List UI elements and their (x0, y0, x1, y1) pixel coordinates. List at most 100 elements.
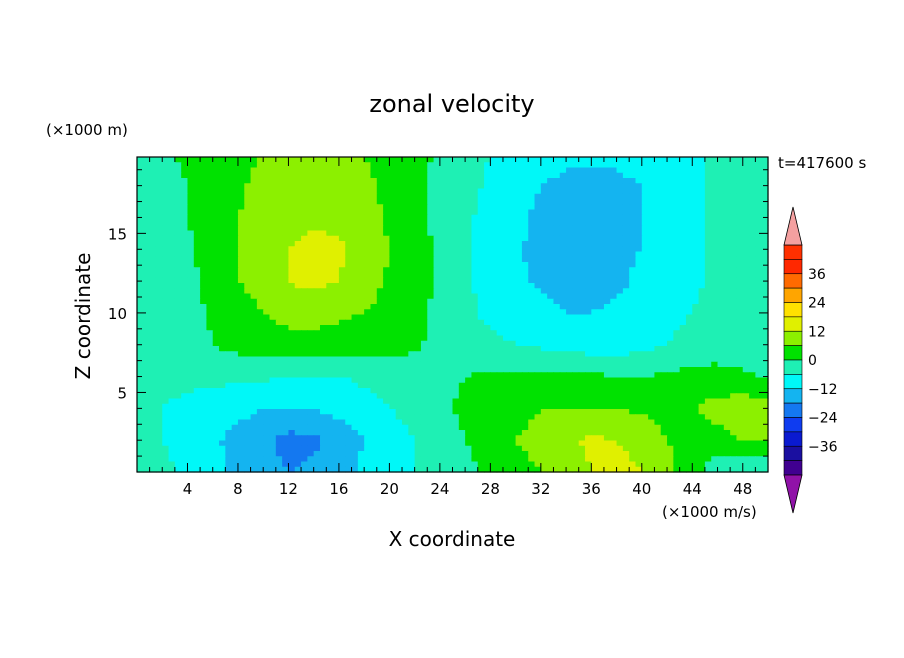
field-cell (357, 167, 365, 174)
field-cell (181, 388, 189, 394)
field-cell (673, 304, 681, 310)
field-cell (509, 377, 517, 384)
field-cell (490, 267, 498, 274)
field-cell (717, 325, 725, 331)
field-cell (572, 403, 580, 410)
field-cell (496, 414, 504, 421)
field-cell (610, 414, 618, 421)
field-cell (193, 193, 201, 200)
field-cell (761, 319, 769, 326)
field-cell (471, 414, 479, 421)
field-cell (553, 188, 561, 195)
field-cell (231, 241, 239, 247)
field-cell (610, 209, 618, 216)
field-cell (723, 367, 731, 373)
field-cell (143, 188, 151, 195)
field-cell (603, 388, 611, 394)
field-cell (307, 293, 315, 300)
field-cell (439, 188, 447, 195)
field-cell (427, 335, 435, 342)
field-cell (357, 293, 365, 300)
field-cell (206, 351, 214, 358)
field-cell (477, 246, 485, 253)
field-cell (515, 330, 523, 337)
field-cell (282, 214, 290, 221)
field-cell (736, 398, 744, 405)
field-cell (736, 393, 744, 400)
field-cell (616, 309, 624, 316)
field-cell (420, 393, 428, 400)
field-cell (761, 288, 769, 295)
field-cell (345, 262, 353, 268)
field-cell (206, 325, 214, 331)
field-cell (597, 246, 605, 253)
field-cell (326, 272, 334, 279)
field-cell (345, 172, 353, 179)
field-cell (761, 335, 769, 342)
field-cell (187, 214, 195, 221)
field-cell (168, 172, 176, 179)
field-cell (553, 409, 561, 415)
field-cell (629, 288, 637, 295)
field-cell (736, 325, 744, 331)
field-cell (490, 293, 498, 300)
field-cell (515, 356, 523, 363)
field-cell (761, 162, 769, 169)
field-cell (755, 241, 763, 247)
field-cell (749, 230, 756, 237)
field-cell (174, 262, 182, 268)
field-cell (534, 293, 542, 300)
field-cell (326, 414, 334, 421)
field-cell (244, 204, 252, 211)
field-cell (673, 340, 681, 347)
field-cell (376, 167, 384, 174)
field-cell (225, 277, 233, 284)
field-cell (559, 220, 567, 226)
field-cell (458, 256, 466, 263)
field-cell (502, 209, 510, 216)
field-cell (288, 162, 296, 169)
field-cell (515, 351, 523, 358)
field-cell (395, 377, 403, 384)
field-cell (395, 277, 403, 284)
field-cell (717, 388, 725, 394)
field-cell (603, 351, 611, 358)
field-cell (187, 204, 195, 211)
field-cell (446, 340, 454, 347)
field-cell (597, 204, 605, 211)
field-cell (534, 361, 542, 368)
field-cell (288, 241, 296, 247)
field-cell (528, 325, 536, 331)
field-cell (755, 209, 763, 216)
field-cell (749, 256, 756, 263)
field-cell (256, 393, 264, 400)
field-cell (749, 172, 756, 179)
field-cell (408, 309, 416, 316)
field-cell (692, 377, 700, 384)
field-cell (648, 288, 656, 295)
field-cell (540, 330, 548, 337)
field-cell (648, 393, 656, 400)
field-cell (692, 293, 700, 300)
field-cell (319, 388, 327, 394)
field-cell (332, 409, 340, 415)
field-cell (540, 214, 548, 221)
field-cell (288, 246, 296, 253)
field-cell (402, 178, 409, 184)
field-cell (559, 262, 567, 268)
field-cell (496, 262, 504, 268)
field-cell (755, 325, 763, 331)
field-cell (364, 178, 372, 184)
field-cell (364, 272, 372, 279)
field-cell (698, 256, 706, 263)
field-cell (137, 157, 144, 163)
field-cell (673, 288, 681, 295)
field-cell (629, 178, 637, 184)
field-cell (736, 241, 744, 247)
field-cell (414, 241, 422, 247)
field-cell (244, 262, 252, 268)
field-cell (515, 183, 523, 190)
field-cell (673, 183, 681, 190)
field-cell (622, 304, 630, 310)
field-cell (313, 277, 321, 284)
